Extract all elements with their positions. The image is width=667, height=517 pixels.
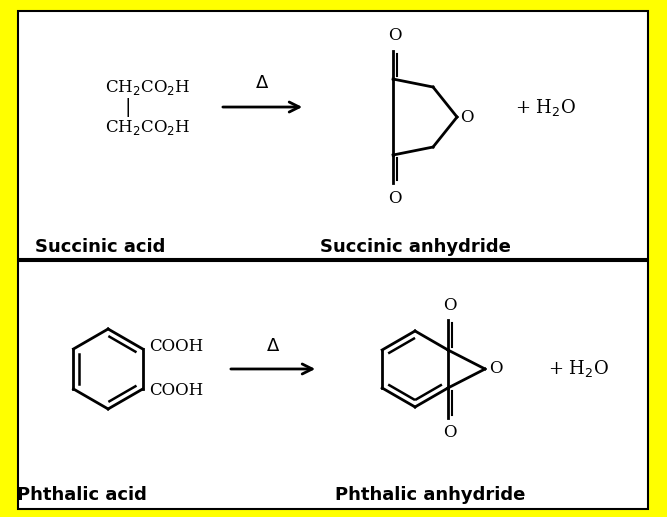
Text: COOH: COOH (149, 339, 203, 356)
Text: Succinic acid: Succinic acid (35, 238, 165, 256)
Text: O: O (460, 109, 474, 126)
FancyBboxPatch shape (18, 261, 648, 509)
Text: COOH: COOH (149, 383, 203, 400)
Text: CH$_2$CO$_2$H: CH$_2$CO$_2$H (105, 78, 191, 97)
FancyBboxPatch shape (18, 11, 648, 259)
Text: O: O (443, 297, 457, 314)
Text: + H$_2$O: + H$_2$O (514, 97, 576, 117)
Text: O: O (388, 27, 402, 44)
Text: Phthalic acid: Phthalic acid (17, 486, 147, 504)
Text: Phthalic anhydride: Phthalic anhydride (335, 486, 525, 504)
Text: O: O (388, 190, 402, 207)
Text: $\Delta$: $\Delta$ (266, 337, 280, 355)
Text: Succinic anhydride: Succinic anhydride (319, 238, 510, 256)
Text: O: O (489, 360, 502, 377)
Text: CH$_2$CO$_2$H: CH$_2$CO$_2$H (105, 117, 191, 136)
Text: $\Delta$: $\Delta$ (255, 74, 269, 92)
Text: O: O (443, 424, 457, 441)
Text: + H$_2$O: + H$_2$O (548, 358, 608, 379)
Text: |: | (125, 98, 131, 116)
